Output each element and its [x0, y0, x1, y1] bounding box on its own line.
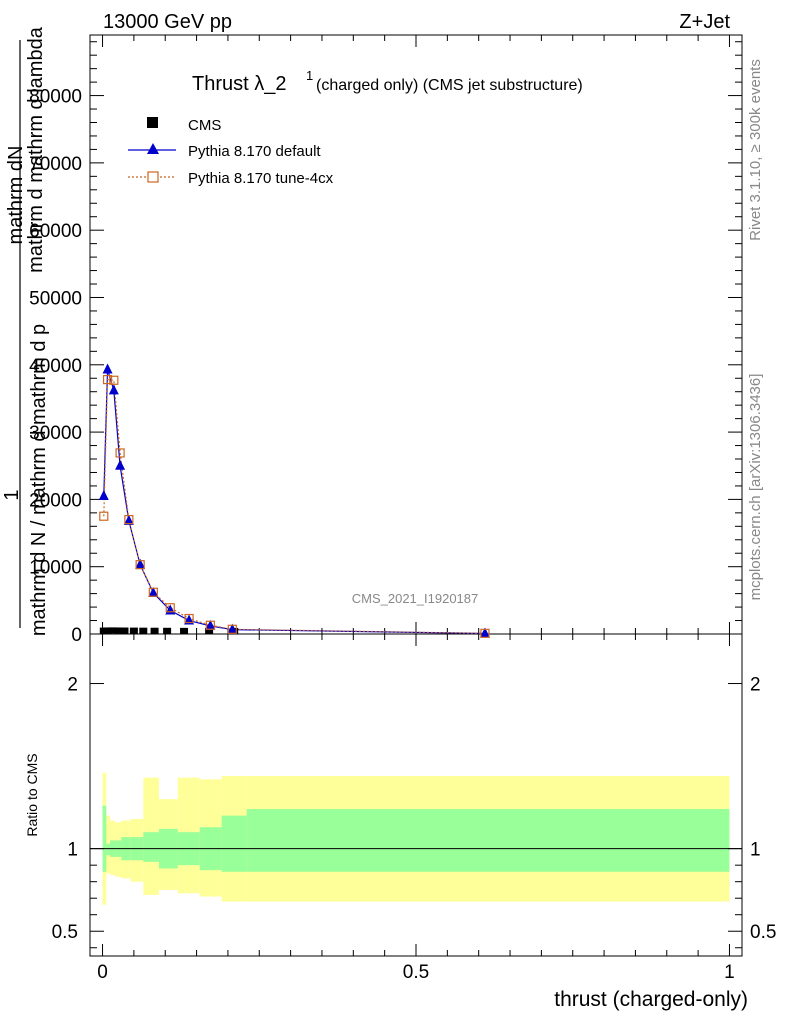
x-tick-label: 0.5	[403, 962, 429, 983]
title-sup: 1	[306, 68, 313, 83]
header-left: 13000 GeV pp	[103, 11, 232, 33]
tune-4cx-point	[115, 448, 125, 458]
y-tick-label: 80000	[29, 87, 82, 108]
tune-4cx-point	[184, 613, 194, 624]
cms-point	[205, 627, 214, 634]
ratio-y-tick-label: 1	[67, 840, 78, 861]
cms-point	[150, 627, 159, 634]
legend-label-cms: CMS	[188, 117, 221, 134]
x-axis-label: thrust (charged-only)	[554, 988, 748, 1011]
cms-point	[114, 627, 123, 634]
x-tick-label: 0	[97, 962, 108, 983]
y-tick-label: 10000	[29, 558, 82, 579]
plot-title: Thrust λ_2 1 (charged only) (CMS jet sub…	[192, 68, 583, 95]
ratio-inner-band	[221, 815, 247, 872]
cms-point	[180, 627, 189, 634]
title-main: Thrust λ_2	[192, 73, 286, 95]
ratio-y-label: Ratio to CMS	[24, 753, 40, 836]
analysis-watermark: CMS_2021_I1920187	[352, 591, 479, 606]
series-markers	[98, 363, 490, 638]
cms-point	[103, 627, 112, 634]
mcplots-label: mcplots.cern.ch [arXiv:1306.3436]	[747, 374, 764, 601]
cms-point	[108, 627, 117, 634]
tune-4cx-point	[102, 374, 113, 385]
series-line-tune-4cx	[103, 378, 485, 634]
ratio-inner-band	[246, 809, 730, 872]
default-point	[115, 459, 126, 470]
tune-4cx-point	[109, 375, 119, 385]
x-tick-label: 1	[724, 962, 735, 983]
default-point	[123, 514, 134, 525]
cms-point	[163, 627, 172, 634]
y-tick-label: 0	[71, 625, 82, 646]
legend-marker-default	[147, 143, 159, 154]
legend: CMS Pythia 8.170 default Pythia 8.170 tu…	[128, 117, 334, 187]
rivet-version-label: Rivet 3.1.10, ≥ 300k events	[747, 59, 764, 241]
y-tick-label: 70000	[29, 154, 82, 175]
axis-tick-labels: 0 0.5 1 0 10000 20000 30000 40000 50000 60000 7000…	[29, 87, 776, 983]
ratio-inner-band	[143, 832, 159, 862]
tune-4cx-point	[148, 587, 158, 597]
ylabel-numerator-top: 1	[1, 489, 23, 500]
ratio-y-tick-label-right: 1	[750, 840, 761, 861]
main-y-label: 1 mathrm dN mathrm d N / mathrm d mathrm…	[1, 26, 50, 636]
default-point	[148, 586, 159, 597]
default-point	[205, 619, 216, 630]
tune-4cx-point	[480, 628, 490, 638]
cms-point	[129, 627, 138, 634]
tune-4cx-point	[124, 514, 134, 525]
ylabel-numerator: mathrm dN	[5, 146, 27, 245]
cms-point	[139, 627, 148, 634]
ratio-bands	[102, 772, 730, 905]
axis-ticks	[90, 35, 742, 956]
ratio-y-tick-label: 0.5	[52, 922, 78, 943]
legend-marker-4cx	[147, 171, 159, 183]
y-tick-label: 40000	[29, 356, 82, 377]
tune-4cx-point	[135, 560, 145, 570]
y-tick-label: 30000	[29, 423, 82, 444]
ylabel-line2: mathrm d mathrm d lambda	[25, 26, 47, 273]
y-tick-label: 50000	[29, 288, 82, 309]
default-point	[479, 627, 490, 638]
title-sub: (charged only) (CMS jet substructure)	[316, 77, 583, 94]
default-point	[108, 384, 119, 395]
default-point	[227, 623, 238, 634]
legend-label-default: Pythia 8.170 default	[188, 143, 321, 160]
default-point	[102, 363, 113, 374]
legend-label-4cx: Pythia 8.170 tune-4cx	[188, 170, 334, 187]
ratio-y-tick-label-right: 2	[750, 675, 761, 696]
tune-4cx-point	[99, 511, 109, 521]
tune-4cx-point	[205, 620, 215, 630]
ylabel-denominator: mathrm d N / mathrm d mathrm d p	[28, 324, 50, 636]
header-right: Z+Jet	[679, 11, 730, 33]
legend-marker-cms	[147, 117, 158, 128]
y-tick-label: 60000	[29, 221, 82, 242]
ratio-inner-band	[106, 843, 111, 856]
ratio-y-tick-label: 2	[67, 675, 78, 696]
cms-point	[120, 627, 129, 634]
default-point	[135, 558, 146, 569]
ratio-y-tick-label-right: 0.5	[750, 922, 776, 943]
tune-4cx-point	[165, 603, 175, 613]
default-point	[98, 490, 109, 501]
tune-4cx-point	[227, 624, 237, 634]
y-tick-label: 20000	[29, 490, 82, 511]
ratio-inner-band	[102, 805, 107, 872]
